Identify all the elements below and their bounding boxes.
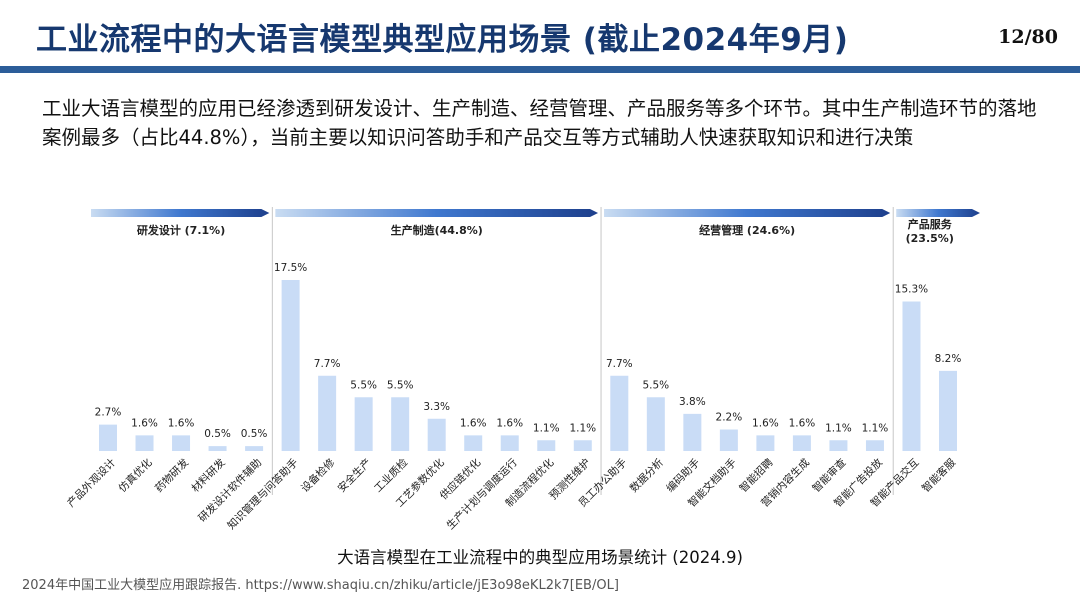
value-label-19: 1.6% xyxy=(789,417,816,429)
value-label-14: 7.7% xyxy=(606,358,633,370)
value-label-6: 7.7% xyxy=(314,358,341,370)
value-label-18: 1.6% xyxy=(752,417,779,429)
bar-17 xyxy=(719,429,738,451)
category-label-7: 安全生产 xyxy=(335,456,374,495)
chart-caption: 大语言模型在工业流程中的典型应用场景统计 (2024.9) xyxy=(337,548,743,567)
category-label-23: 智能客服 xyxy=(919,456,958,495)
category-label-4: 研发设计软件辅助 xyxy=(196,456,265,525)
category-label-5: 知识管理与问答助手 xyxy=(225,456,301,532)
title-divider xyxy=(0,66,1080,73)
value-label-21: 1.1% xyxy=(862,422,889,434)
group-label-3-line-0: 产品服务 xyxy=(908,217,953,231)
group-label-0: 研发设计 (7.1%) xyxy=(137,223,225,237)
bar-6 xyxy=(318,375,337,451)
bar-16 xyxy=(683,413,702,451)
bar-1 xyxy=(135,435,154,451)
group-label-3-line-1: (23.5%) xyxy=(906,232,954,245)
value-label-1: 1.6% xyxy=(131,417,158,429)
source-citation: 2024年中国工业大模型应用跟踪报告. https://www.shaqiu.c… xyxy=(22,578,619,593)
group-label-1: 生产制造(44.8%) xyxy=(391,223,483,237)
group-arrow-2 xyxy=(604,209,891,217)
value-label-16: 3.8% xyxy=(679,396,706,408)
bar-23 xyxy=(939,370,957,451)
bar-7 xyxy=(354,397,373,451)
category-label-11: 生产计划与调度运行 xyxy=(444,456,520,532)
bar-8 xyxy=(391,397,410,451)
category-label-1: 仿真优化 xyxy=(116,456,155,495)
bar-9 xyxy=(427,418,446,451)
bar-15 xyxy=(646,397,665,451)
value-label-15: 5.5% xyxy=(642,379,669,391)
value-label-8: 5.5% xyxy=(387,379,414,391)
slide-title: 工业流程中的大语言模型典型应用场景 (截止2024年9月) xyxy=(36,22,849,58)
category-label-2: 药物研发 xyxy=(152,456,191,495)
industry-scenario-bar-chart: 研发设计 (7.1%) 生产制造(44.8%) 经营管理 (24.6%) 产品服务(2… xyxy=(64,207,980,532)
value-label-4: 0.5% xyxy=(241,428,268,440)
value-label-2: 1.6% xyxy=(168,417,195,429)
bar-0 xyxy=(99,424,117,451)
bar-12 xyxy=(537,440,556,451)
bar-10 xyxy=(464,435,483,451)
value-label-12: 1.1% xyxy=(533,422,560,434)
category-label-16: 编码助手 xyxy=(664,456,703,495)
bar-13 xyxy=(573,440,592,451)
group-arrow-3 xyxy=(896,209,980,217)
value-label-23: 8.2% xyxy=(935,353,962,365)
category-label-6: 设备检修 xyxy=(298,456,337,495)
bar-14 xyxy=(610,375,629,451)
page-number: 12/80 xyxy=(998,26,1058,48)
category-label-0: 产品外观设计 xyxy=(64,456,118,510)
value-label-5: 17.5% xyxy=(274,262,307,274)
bar-21 xyxy=(865,440,884,451)
bar-11 xyxy=(500,435,519,451)
value-label-7: 5.5% xyxy=(350,379,377,391)
value-label-13: 1.1% xyxy=(569,422,596,434)
value-label-17: 2.2% xyxy=(716,412,743,424)
value-label-20: 1.1% xyxy=(825,422,852,434)
bar-19 xyxy=(792,435,811,451)
value-label-10: 1.6% xyxy=(460,417,487,429)
bar-3 xyxy=(208,446,227,451)
value-label-11: 1.6% xyxy=(496,417,523,429)
value-label-9: 3.3% xyxy=(423,401,450,413)
value-label-0: 2.7% xyxy=(95,407,122,419)
intro-paragraph: 工业大语言模型的应用已经渗透到研发设计、生产制造、经营管理、产品服务等多个环节。… xyxy=(42,97,1037,149)
group-arrow-1 xyxy=(275,209,599,217)
bar-22 xyxy=(902,301,921,451)
bar-5 xyxy=(281,280,300,451)
value-label-3: 0.5% xyxy=(204,428,231,440)
bar-2 xyxy=(172,435,191,451)
group-arrow-0 xyxy=(91,209,270,217)
value-label-22: 15.3% xyxy=(895,283,928,295)
category-label-15: 数据分析 xyxy=(627,456,666,495)
group-label-2: 经营管理 (24.6%) xyxy=(699,223,795,237)
bar-4 xyxy=(245,446,264,451)
bar-20 xyxy=(829,440,848,451)
bar-18 xyxy=(756,435,775,451)
